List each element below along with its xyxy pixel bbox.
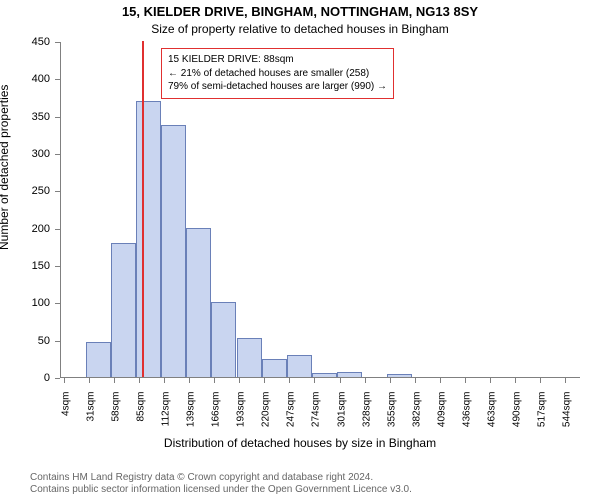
x-tick-mark — [365, 378, 366, 383]
x-tick-label: 85sqm — [135, 392, 146, 442]
x-tick-label: 166sqm — [211, 392, 222, 442]
x-tick-mark — [540, 378, 541, 383]
y-tick-mark — [55, 154, 60, 155]
x-tick-label: 544sqm — [562, 392, 573, 442]
x-tick-label: 463sqm — [486, 392, 497, 442]
chart-title-sub: Size of property relative to detached ho… — [0, 22, 600, 36]
histogram-bar — [312, 373, 337, 377]
histogram-bar — [387, 374, 412, 377]
histogram-bar — [111, 243, 136, 377]
x-tick-label: 382sqm — [411, 392, 422, 442]
x-tick-label: 139sqm — [186, 392, 197, 442]
y-tick-label: 450 — [0, 36, 50, 48]
y-tick-label: 350 — [0, 111, 50, 123]
y-tick-label: 300 — [0, 148, 50, 160]
annotation-line: ← 21% of detached houses are smaller (25… — [168, 67, 387, 81]
y-tick-mark — [55, 229, 60, 230]
x-tick-mark — [189, 378, 190, 383]
y-tick-mark — [55, 303, 60, 304]
y-tick-mark — [55, 117, 60, 118]
y-tick-label: 200 — [0, 223, 50, 235]
chart-container: 15, KIELDER DRIVE, BINGHAM, NOTTINGHAM, … — [0, 0, 600, 500]
y-tick-label: 150 — [0, 260, 50, 272]
x-tick-mark — [340, 378, 341, 383]
x-tick-mark — [565, 378, 566, 383]
plot-area: 15 KIELDER DRIVE: 88sqm← 21% of detached… — [60, 42, 580, 378]
x-tick-mark — [390, 378, 391, 383]
x-tick-mark — [64, 378, 65, 383]
y-tick-mark — [55, 79, 60, 80]
x-tick-label: 4sqm — [60, 392, 71, 442]
y-tick-label: 0 — [0, 372, 50, 384]
x-tick-mark — [314, 378, 315, 383]
x-tick-label: 436sqm — [461, 392, 472, 442]
histogram-bar — [237, 338, 262, 377]
x-tick-mark — [289, 378, 290, 383]
y-tick-mark — [55, 266, 60, 267]
x-tick-label: 328sqm — [361, 392, 372, 442]
histogram-bar — [287, 355, 312, 377]
annotation-box: 15 KIELDER DRIVE: 88sqm← 21% of detached… — [161, 48, 394, 99]
x-tick-mark — [114, 378, 115, 383]
x-tick-label: 31sqm — [85, 392, 96, 442]
x-tick-mark — [415, 378, 416, 383]
x-tick-mark — [440, 378, 441, 383]
histogram-bar — [161, 125, 186, 377]
x-axis-label: Distribution of detached houses by size … — [0, 436, 600, 450]
histogram-bar — [186, 228, 211, 377]
histogram-bar — [337, 372, 362, 377]
x-tick-mark — [89, 378, 90, 383]
histogram-bar — [262, 359, 287, 377]
y-tick-label: 400 — [0, 73, 50, 85]
x-tick-mark — [214, 378, 215, 383]
histogram-bar — [136, 101, 161, 377]
property-marker-line — [142, 41, 144, 377]
x-tick-mark — [239, 378, 240, 383]
histogram-bar — [86, 342, 111, 377]
x-tick-label: 274sqm — [311, 392, 322, 442]
x-tick-mark — [515, 378, 516, 383]
x-tick-label: 193sqm — [236, 392, 247, 442]
x-tick-label: 112sqm — [161, 392, 172, 442]
y-tick-mark — [55, 341, 60, 342]
histogram-bar — [211, 302, 236, 377]
chart-title-main: 15, KIELDER DRIVE, BINGHAM, NOTTINGHAM, … — [0, 4, 600, 19]
x-tick-label: 490sqm — [512, 392, 523, 442]
x-tick-mark — [139, 378, 140, 383]
annotation-line: 79% of semi-detached houses are larger (… — [168, 80, 387, 94]
x-tick-mark — [164, 378, 165, 383]
x-tick-label: 220sqm — [261, 392, 272, 442]
x-tick-label: 247sqm — [286, 392, 297, 442]
x-tick-mark — [465, 378, 466, 383]
footer-line-1: Contains HM Land Registry data © Crown c… — [30, 472, 412, 484]
y-tick-mark — [55, 378, 60, 379]
x-tick-label: 409sqm — [436, 392, 447, 442]
attribution-footer: Contains HM Land Registry data © Crown c… — [30, 472, 412, 496]
y-tick-label: 250 — [0, 185, 50, 197]
footer-line-2: Contains public sector information licen… — [30, 484, 412, 496]
x-tick-mark — [264, 378, 265, 383]
annotation-line: 15 KIELDER DRIVE: 88sqm — [168, 53, 387, 67]
x-tick-label: 517sqm — [537, 392, 548, 442]
x-tick-mark — [490, 378, 491, 383]
y-tick-mark — [55, 191, 60, 192]
x-tick-label: 58sqm — [110, 392, 121, 442]
y-tick-mark — [55, 42, 60, 43]
y-tick-label: 100 — [0, 297, 50, 309]
x-tick-label: 355sqm — [386, 392, 397, 442]
x-tick-label: 301sqm — [336, 392, 347, 442]
y-tick-label: 50 — [0, 335, 50, 347]
